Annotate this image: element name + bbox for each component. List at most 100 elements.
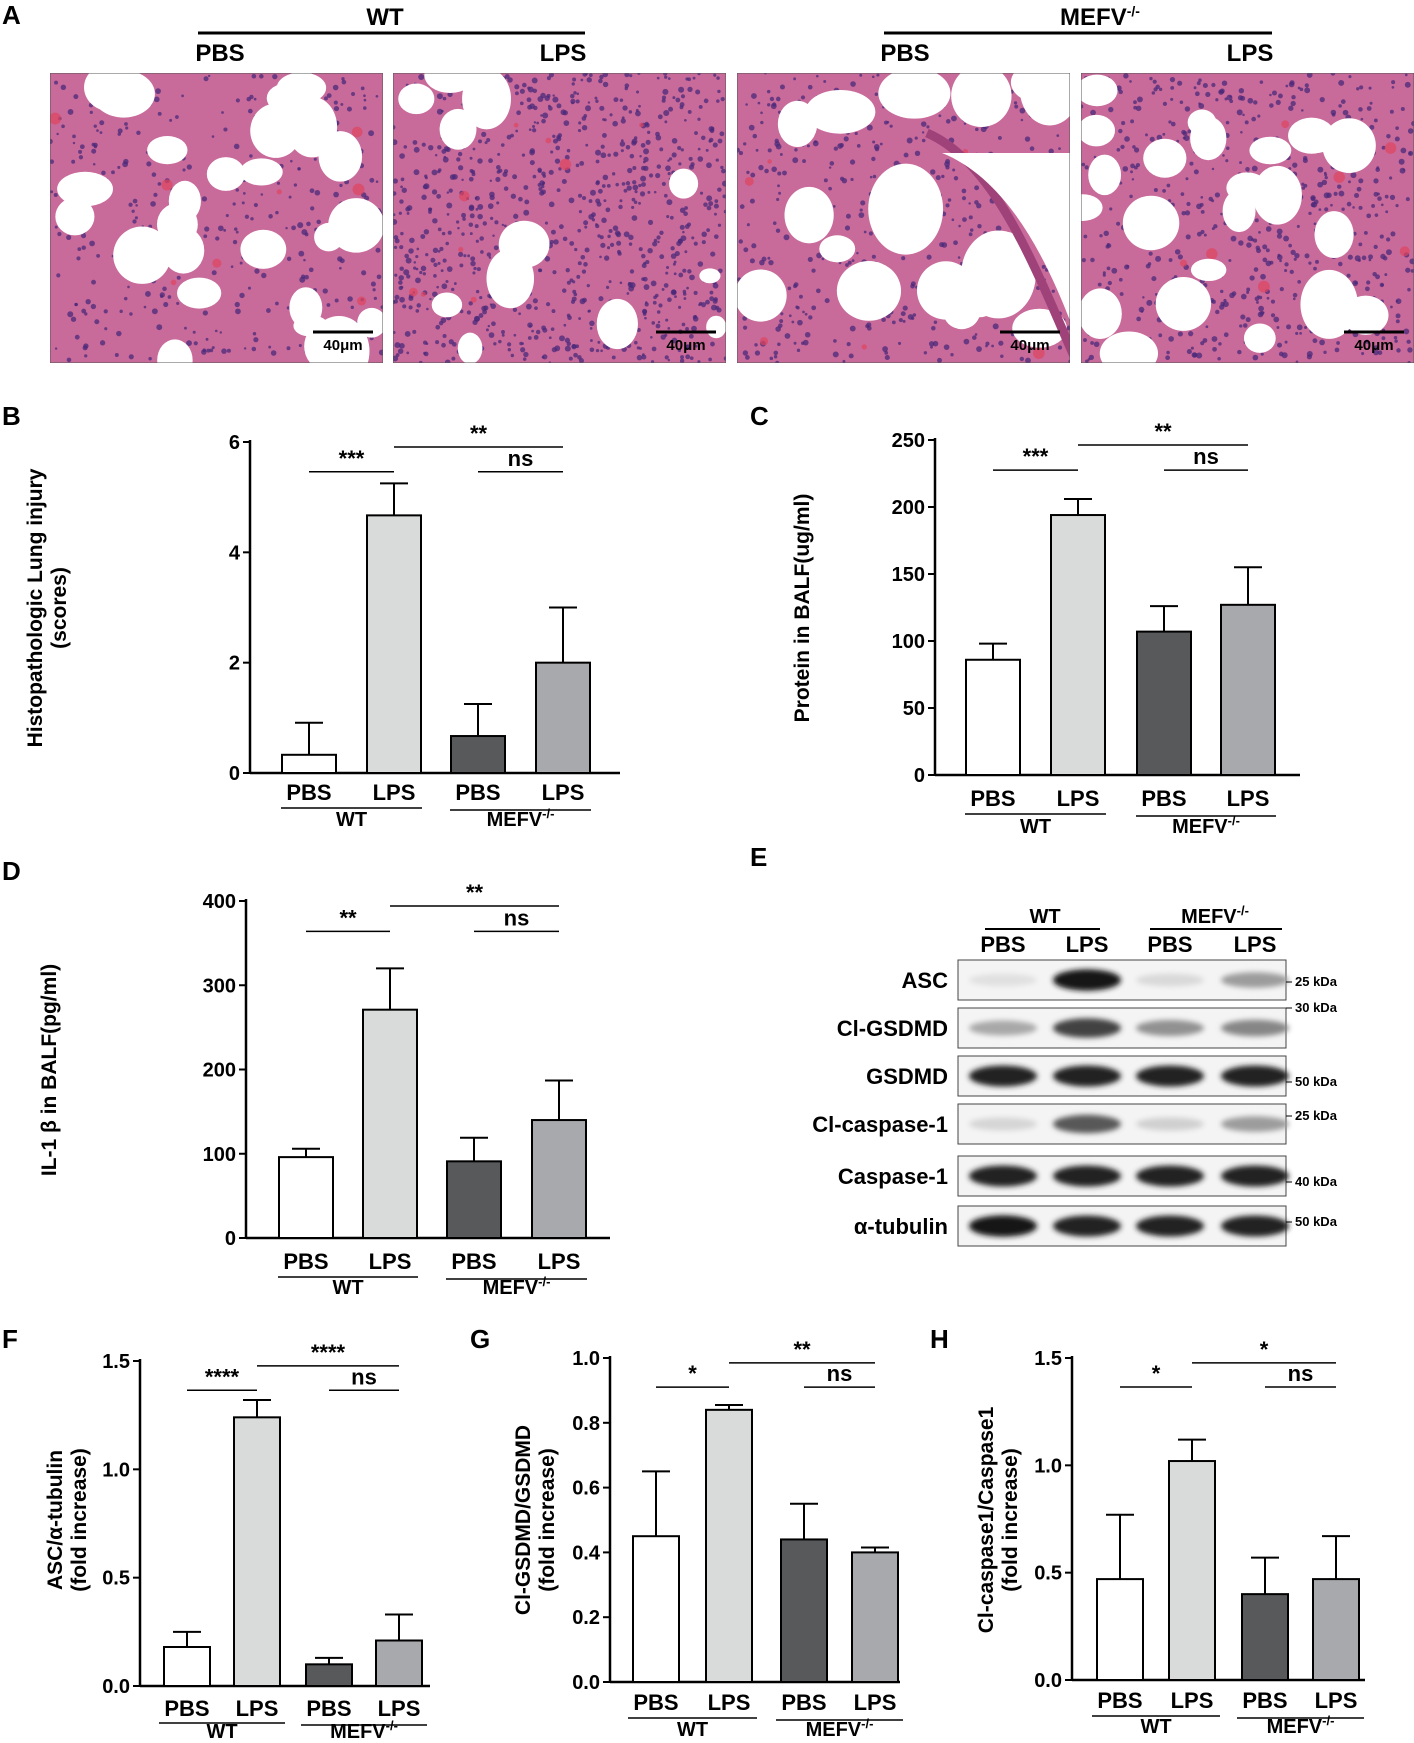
- blot-band: [969, 1117, 1037, 1131]
- image-label-1: PBS: [195, 40, 244, 67]
- y-tick-label: 0.5: [1034, 1563, 1062, 1585]
- bar: [375, 1639, 423, 1687]
- significance-label: **: [339, 905, 357, 930]
- panel-label-d: D: [2, 856, 21, 886]
- x-tick-label: PBS: [633, 1690, 678, 1715]
- blot-band: [1053, 1065, 1121, 1087]
- x-tick-label: LPS: [378, 1696, 421, 1721]
- x-tick-label: LPS: [708, 1690, 751, 1715]
- significance-label: ****: [311, 1340, 346, 1365]
- panel-label-e: E: [750, 842, 767, 872]
- bar: [446, 1160, 502, 1240]
- y-axis-title: Histopathologic Lung injury(scores): [24, 468, 71, 747]
- y-tick-label: 1.0: [1034, 1455, 1062, 1477]
- y-tick-label: 200: [892, 497, 925, 519]
- blot-band: [1136, 1165, 1204, 1187]
- blot-band: [1221, 1019, 1289, 1037]
- x-tick-label: LPS: [373, 780, 416, 805]
- bar: [1050, 514, 1106, 776]
- group-label-mefv: MEFV-/-: [1172, 813, 1240, 838]
- group-label-mefv: MEFV-/-: [1267, 1713, 1335, 1738]
- significance-label: **: [793, 1337, 811, 1362]
- significance-label: ns: [351, 1364, 377, 1389]
- blot-kda-2: 30 kDa: [1295, 1000, 1338, 1015]
- x-tick-label: LPS: [1057, 786, 1100, 811]
- panel-label-g: G: [470, 1324, 490, 1354]
- blot-label-4: Cl-caspase-1: [812, 1112, 948, 1137]
- x-tick-label: LPS: [1227, 786, 1270, 811]
- group-label-mefv: MEFV-/-: [330, 1718, 398, 1743]
- image-label-4: LPS: [1227, 40, 1274, 67]
- bar: [450, 735, 506, 774]
- bar: [278, 1156, 334, 1239]
- x-tick-label: LPS: [236, 1696, 279, 1721]
- wb-group-mefv: MEFV-/-: [1181, 903, 1249, 928]
- bar: [705, 1408, 753, 1683]
- x-tick-label: LPS: [538, 1249, 581, 1274]
- blot-kda-1: 25 kDa: [1295, 974, 1338, 989]
- x-tick-label: LPS: [1315, 1688, 1358, 1713]
- significance-label: **: [1154, 419, 1172, 444]
- blot-band: [969, 973, 1037, 987]
- y-tick-label: 0: [914, 765, 925, 787]
- bar: [1312, 1578, 1360, 1682]
- bar: [281, 753, 337, 774]
- image-label-3: PBS: [880, 40, 929, 67]
- significance-label: **: [470, 421, 488, 446]
- blot-band: [1136, 1065, 1204, 1087]
- x-tick-label: PBS: [1141, 786, 1186, 811]
- y-tick-label: 0.8: [572, 1413, 600, 1435]
- y-tick-label: 250: [892, 430, 925, 452]
- significance-label: *: [1152, 1361, 1161, 1386]
- x-tick-label: PBS: [306, 1696, 351, 1721]
- bar: [233, 1416, 281, 1688]
- wb-lane-3: PBS: [1147, 932, 1192, 957]
- chart-f: F 0.0 0.5 1.0 1.5 ASC/α-tubulin(fold increase…: [2, 1324, 430, 1743]
- x-tick-label: PBS: [286, 780, 331, 805]
- scale-bar-label: 40μm: [323, 337, 362, 354]
- group-label-wt: WT: [1140, 1716, 1171, 1738]
- blot-kda-3: 50 kDa: [1295, 1074, 1338, 1089]
- bar: [1168, 1460, 1216, 1682]
- scale-bar-label: 40μm: [1354, 337, 1393, 354]
- wb-lane-4: LPS: [1234, 932, 1277, 957]
- bar-charts: B 0 2 4 6 Histopathologic Lung injury(scores)…: [2, 401, 1365, 1743]
- x-tick-label: PBS: [164, 1696, 209, 1721]
- x-tick-label: LPS: [369, 1249, 412, 1274]
- histology-image-2: [393, 73, 726, 363]
- bar: [632, 1535, 680, 1683]
- x-tick-label: PBS: [781, 1690, 826, 1715]
- y-tick-label: 0: [229, 763, 240, 785]
- blot-band: [1221, 972, 1289, 988]
- y-tick-label: 1.5: [1034, 1348, 1062, 1370]
- x-tick-label: PBS: [970, 786, 1015, 811]
- blot-band: [969, 1020, 1037, 1036]
- significance-label: ns: [827, 1361, 853, 1386]
- y-axis-title: IL-1 β in BALF(pg/ml): [38, 964, 61, 1176]
- blot-band: [1053, 1114, 1121, 1134]
- blot-label-2: Cl-GSDMD: [837, 1016, 948, 1041]
- panel-label-f: F: [2, 1324, 18, 1354]
- bar: [780, 1538, 828, 1683]
- group-label-mefv: MEFV-/-: [483, 1274, 551, 1299]
- blot-band: [1136, 1117, 1204, 1131]
- significance-label: ***: [339, 446, 365, 471]
- blot-band: [1136, 973, 1204, 987]
- blot-label-5: Caspase-1: [838, 1164, 948, 1189]
- x-tick-label: PBS: [1242, 1688, 1287, 1713]
- significance-label: *: [688, 1361, 697, 1386]
- significance-label: ns: [508, 446, 534, 471]
- bar: [531, 1119, 587, 1240]
- y-tick-label: 1.5: [102, 1351, 130, 1373]
- wb-group-wt: WT: [1029, 906, 1060, 928]
- blot-label-6: α-tubulin: [854, 1214, 948, 1239]
- blot-band: [1136, 1020, 1204, 1036]
- blot-band: [1221, 1165, 1289, 1187]
- significance-label: ns: [504, 905, 530, 930]
- bar: [851, 1551, 899, 1684]
- blot-band: [1053, 1165, 1121, 1187]
- y-tick-label: 2: [229, 653, 240, 675]
- significance-label: *: [1260, 1337, 1269, 1362]
- y-axis-title: ASC/α-tubulin(fold increase): [44, 1448, 91, 1592]
